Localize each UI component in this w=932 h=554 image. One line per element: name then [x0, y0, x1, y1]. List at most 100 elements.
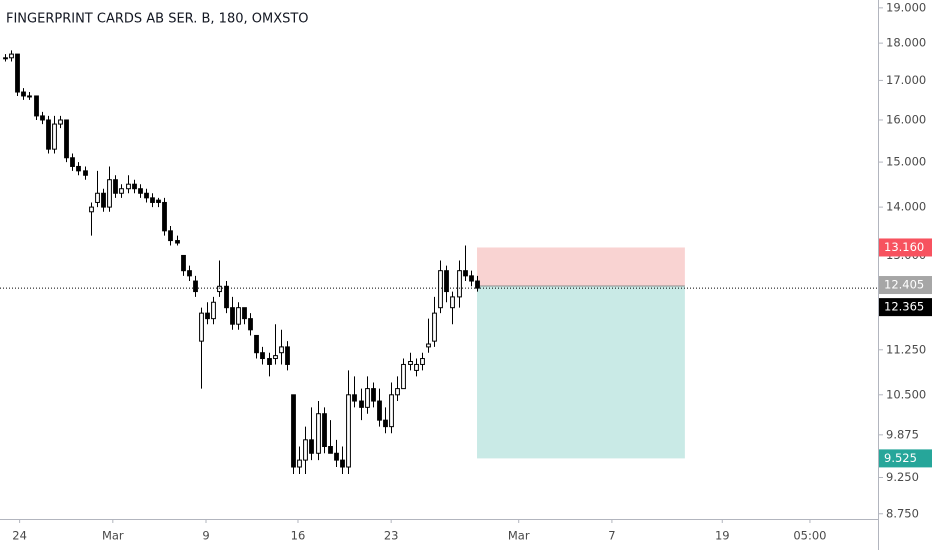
candle-body: [322, 413, 327, 448]
candle-body: [126, 183, 131, 190]
candle-body: [328, 446, 333, 454]
y-tick-label: 9.250: [886, 470, 919, 484]
candle-body: [52, 123, 57, 150]
candle-body: [40, 115, 45, 121]
price-label: 12.365: [884, 300, 924, 314]
candle-body: [475, 280, 480, 289]
candle-body: [217, 285, 222, 293]
y-tick-label: 18.000: [886, 36, 926, 50]
candle-body: [175, 240, 180, 244]
y-tick-label: 14.000: [886, 200, 926, 214]
candle-body: [9, 53, 14, 59]
price-label-box: [879, 276, 932, 295]
candle-body: [334, 452, 339, 461]
candle-body: [76, 165, 81, 172]
chart-title: FINGERPRINT CARDS AB SER. B, 180, OMXSTO: [6, 12, 309, 27]
candle-body: [303, 439, 308, 461]
x-tick-label: Mar: [102, 529, 124, 543]
candle-body: [119, 188, 124, 194]
candle-body: [132, 183, 137, 190]
candle-body: [193, 280, 198, 293]
candle-body: [426, 343, 431, 348]
candle-body: [205, 312, 210, 320]
candle-body: [150, 197, 155, 203]
x-tick-label: 9: [202, 529, 209, 543]
price-label: 13.160: [884, 240, 924, 254]
candle-body: [242, 307, 247, 320]
candle-body: [359, 400, 364, 408]
y-tick-label: 10.500: [886, 387, 926, 401]
candle-body: [377, 400, 382, 421]
candle-body: [408, 360, 413, 365]
candle-body: [389, 394, 394, 428]
candle-body: [162, 201, 167, 232]
candle-body: [34, 95, 39, 117]
candle-body: [211, 301, 216, 320]
y-tick-label: 15.000: [886, 155, 926, 169]
candle-body: [297, 459, 302, 468]
candle-body: [279, 346, 284, 354]
y-tick-label: 16.000: [886, 112, 926, 126]
x-tick-label: 7: [608, 529, 615, 543]
candle-body: [21, 91, 26, 97]
candle-body: [83, 170, 88, 176]
y-tick-label: 17.000: [886, 73, 926, 87]
candle-body: [414, 363, 419, 371]
candle-body: [15, 53, 20, 93]
candle-body: [138, 188, 143, 194]
candle-body: [432, 312, 437, 342]
candle-body: [285, 346, 290, 365]
candle-body: [267, 358, 272, 365]
candle-body: [230, 307, 235, 325]
y-tick-label: 19.000: [886, 0, 926, 14]
x-tick-label: 19: [715, 529, 730, 543]
y-tick-label: 8.750: [886, 506, 919, 520]
candle-body: [450, 296, 455, 309]
candle-body: [273, 355, 278, 360]
candle-body: [64, 119, 69, 159]
stop-zone: [477, 247, 685, 287]
candle-body: [291, 394, 296, 468]
candle-body: [316, 413, 321, 454]
candle-body: [113, 179, 118, 194]
candle-body: [89, 206, 94, 213]
candle-body: [420, 358, 425, 365]
candle-body: [95, 192, 100, 203]
candle-body: [352, 394, 357, 402]
x-tick-label: 05:00: [793, 529, 826, 543]
candle-body: [463, 270, 468, 277]
candle-body: [224, 285, 229, 309]
candle-body: [444, 270, 449, 293]
candle-body: [365, 388, 370, 408]
candle-body: [371, 388, 376, 402]
candle-body: [199, 312, 204, 342]
candle-body: [469, 275, 474, 282]
price-label-box: [879, 238, 932, 257]
candle-body: [70, 157, 75, 167]
candle-body: [27, 95, 32, 98]
candle-body: [457, 270, 462, 298]
candle-body: [181, 254, 186, 272]
x-tick-label: 23: [384, 529, 399, 543]
x-tick-label: 24: [12, 529, 27, 543]
candle-body: [395, 388, 400, 396]
target-zone: [477, 286, 685, 459]
candle-body: [260, 352, 265, 360]
candle-body: [46, 119, 51, 150]
candle-body: [309, 439, 314, 454]
x-tick-label: 16: [291, 529, 306, 543]
candle-body: [101, 192, 106, 208]
candle-body: [401, 363, 406, 390]
candle-body: [107, 179, 112, 208]
y-tick-label: 11.250: [886, 342, 926, 356]
candle-body: [383, 419, 388, 428]
price-label-box: [879, 449, 932, 468]
x-tick-label: Mar: [508, 529, 530, 543]
candle-body: [187, 270, 192, 277]
candle-body: [248, 318, 253, 331]
candle-body: [156, 199, 161, 203]
candle-body: [236, 307, 241, 325]
y-tick-label: 9.875: [886, 427, 919, 441]
candle-body: [438, 270, 443, 309]
